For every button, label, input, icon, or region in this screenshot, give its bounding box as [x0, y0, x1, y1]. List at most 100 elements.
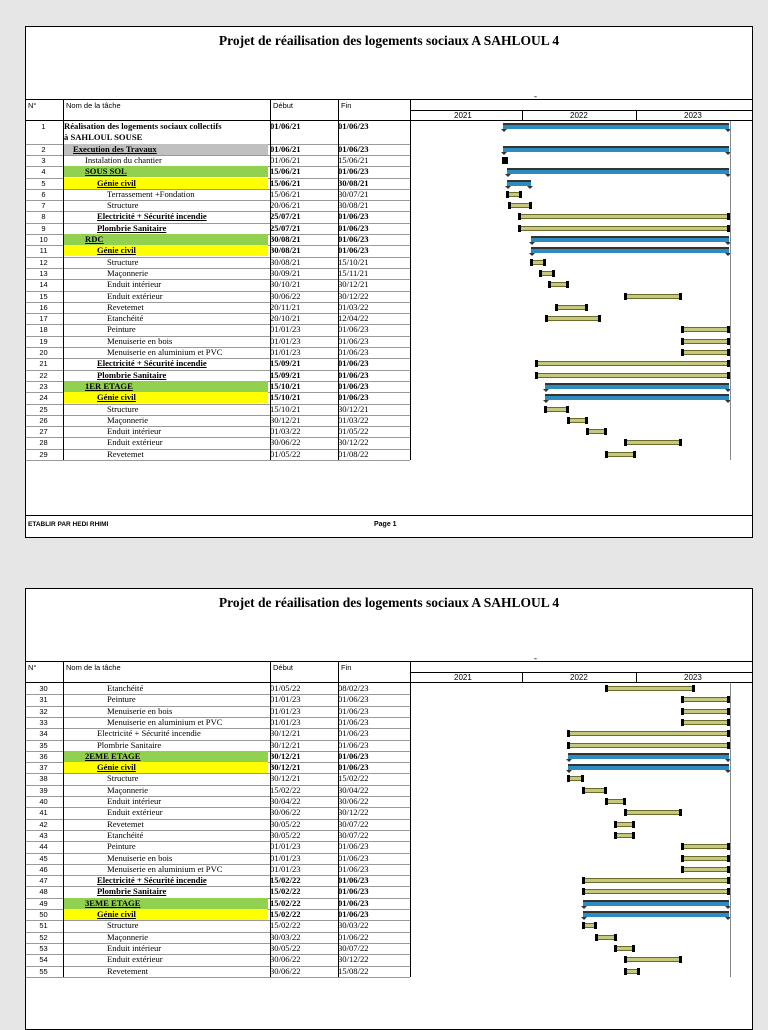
task-row: 30 Etanchéité 01/05/22 08/02/23	[26, 683, 410, 694]
col-end-header: Fin	[338, 100, 410, 120]
task-number: 38	[39, 774, 48, 784]
task-bar	[548, 281, 570, 289]
task-number: 47	[39, 876, 48, 886]
task-number: 25	[39, 404, 48, 414]
summary-bar	[500, 123, 731, 132]
task-row: 28 Enduit extérieur 30/06/22 30/12/22	[26, 437, 410, 448]
task-end: 30/08/21	[338, 177, 369, 188]
task-name: Terrassement +Fondation	[63, 189, 268, 200]
task-row: 19 Menuiserie en bois 01/01/23 01/06/23	[26, 336, 410, 347]
task-start: 30/06/22	[270, 437, 301, 448]
task-name-text: Enduit intérieur	[107, 796, 162, 806]
task-name: Maçonnerie	[63, 268, 268, 279]
timescale: 2021 2022 2023	[410, 672, 752, 683]
task-name: Peinture	[63, 324, 268, 335]
task-name-text: Génie civil	[97, 392, 136, 403]
task-number: 54	[39, 955, 48, 965]
task-start: 30/09/21	[270, 267, 301, 278]
gantt-page-1: Projet de réailisation des logements soc…	[25, 26, 753, 538]
task-end: 15/11/21	[338, 267, 369, 278]
task-start: 01/01/23	[270, 841, 301, 852]
task-name: Instalation du chantier	[63, 155, 268, 166]
task-row: 27 Enduit intérieur 01/03/22 01/05/22	[26, 426, 410, 437]
year-label-2022: 2022	[570, 673, 588, 682]
task-start: 30/05/22	[270, 829, 301, 840]
task-row: 15 Enduit extérieur 30/06/22 30/12/22	[26, 291, 410, 302]
task-bar	[623, 956, 682, 964]
task-end: 01/06/23	[338, 875, 369, 886]
task-name-text: Plombrie Sanitaire	[97, 369, 167, 380]
task-start: 01/06/21	[270, 121, 301, 131]
task-number: 27	[39, 427, 48, 437]
task-bar	[681, 865, 730, 873]
task-bar	[534, 371, 730, 379]
task-name-text: Etanchéité	[107, 683, 144, 693]
task-number: 33	[39, 717, 48, 727]
task-name: Enduit extérieur	[63, 807, 268, 818]
task-row: 8 Electricité + Sécurité incendie 25/07/21…	[26, 211, 410, 222]
task-bar	[604, 798, 626, 805]
task-name: Enduit extérieur	[63, 291, 268, 302]
task-end: 12/04/22	[338, 313, 369, 324]
task-end: 01/06/23	[338, 716, 369, 727]
task-bar	[681, 696, 730, 704]
task-start: 01/01/23	[270, 705, 301, 716]
task-name: Structure	[63, 404, 268, 415]
task-bar	[614, 944, 635, 952]
task-start: 15/09/21	[270, 358, 301, 369]
task-bar	[534, 360, 730, 368]
task-row: 18 Peinture 01/01/23 01/06/23	[26, 324, 410, 335]
task-row: 16 Revetemet 20/11/21 01/03/22	[26, 302, 410, 313]
task-bar	[567, 775, 584, 783]
task-end: 01/03/22	[338, 414, 369, 425]
task-name-text: Electricité + Sécurité incendie	[97, 875, 207, 886]
task-name-text: Enduit intérieur	[107, 942, 162, 953]
task-end: 15/06/21	[338, 154, 369, 165]
task-number: 7	[41, 201, 46, 211]
task-end: 15/10/21	[338, 256, 369, 267]
task-name: Menuiserie en bois	[63, 336, 268, 347]
year-label-2022: 2022	[570, 111, 588, 120]
task-row: 31 Peinture 01/01/23 01/06/23	[26, 694, 410, 705]
task-number: 52	[39, 932, 48, 942]
task-row: 6 Terrassement +Fondation 15/06/21 30/07/21	[26, 189, 410, 200]
task-end: 01/06/23	[338, 121, 369, 131]
task-bar	[681, 326, 730, 334]
task-number: 29	[39, 449, 48, 459]
task-number: 5	[41, 178, 46, 188]
task-end: 01/06/23	[338, 369, 369, 380]
task-number: 35	[39, 740, 48, 750]
task-row: 34 Electricité + Sécurité incendie 30/12/2…	[26, 728, 410, 739]
task-name-text: Revetement	[107, 965, 149, 976]
task-name: Menuiserie en aluminium et PVC	[63, 347, 268, 358]
task-row: 44 Peinture 01/01/23 01/06/23	[26, 841, 410, 852]
task-name-text: Revetemet	[107, 448, 144, 459]
task-end: 01/06/23	[338, 347, 369, 357]
task-name-text: Etanchéité	[107, 313, 144, 324]
task-name-text: Enduit extérieur	[107, 290, 163, 301]
task-number: 8	[41, 212, 46, 222]
task-name-text: 2EME ETAGE	[85, 750, 141, 761]
task-number: 44	[39, 842, 48, 852]
task-end: 30/12/22	[338, 954, 369, 965]
task-name: Maçonnerie	[63, 932, 268, 943]
task-start: 30/06/22	[270, 965, 301, 976]
task-name-text: Génie civil	[97, 909, 136, 919]
task-start: 15/09/21	[270, 369, 301, 380]
task-number: 41	[39, 808, 48, 818]
task-row: 17 Etanchéité 20/10/21 12/04/22	[26, 313, 410, 324]
task-name: Peinture	[63, 841, 268, 852]
summary-bar	[528, 236, 731, 245]
task-name: Revetemet	[63, 449, 268, 460]
task-name-text: Menuiserie en aluminium et PVC	[107, 716, 223, 727]
task-name-text: Plombrie Sanitaire	[97, 739, 162, 750]
summary-bar	[580, 899, 731, 909]
task-start: 01/01/23	[270, 347, 301, 357]
task-row: 24 Génie civil 15/10/21 01/06/23	[26, 392, 410, 404]
task-row: 33 Menuiserie en aluminium et PVC 01/01/23…	[26, 717, 410, 728]
footer-author: ETABLIR PAR HEDI RHIMI	[28, 521, 109, 528]
task-end: 01/06/23	[338, 166, 369, 177]
task-row: 52 Maçonnerie 30/03/22 01/06/22	[26, 932, 410, 943]
task-end: 01/06/23	[338, 694, 369, 705]
task-name-text: Menuiserie en bois	[107, 852, 173, 863]
